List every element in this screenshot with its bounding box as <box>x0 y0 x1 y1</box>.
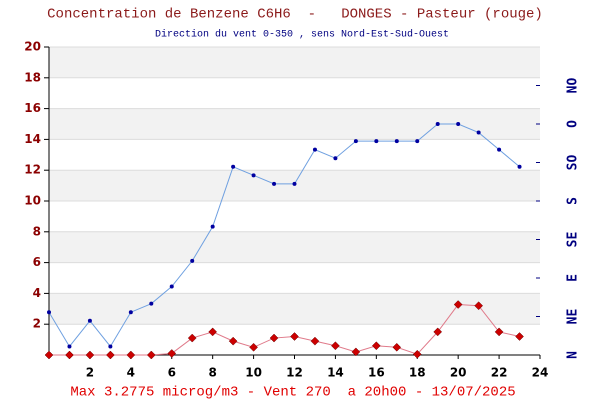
marker <box>494 327 504 337</box>
marker <box>44 350 54 360</box>
y-tick-label: 4 <box>33 286 41 300</box>
band <box>49 47 540 78</box>
marker <box>435 122 440 126</box>
marker <box>515 332 524 341</box>
marker <box>476 130 481 135</box>
marker <box>371 341 381 351</box>
marker <box>394 139 399 144</box>
y-tick-label: 18 <box>24 70 41 84</box>
x-tick-label: 18 <box>409 366 426 380</box>
x-tick-label: 8 <box>208 366 216 380</box>
marker <box>251 173 256 178</box>
y2-tick-label: NE <box>566 309 581 325</box>
marker <box>85 350 95 360</box>
marker <box>392 342 402 352</box>
y-tick-label: 2 <box>33 317 41 331</box>
x-tick-label: 14 <box>327 366 344 380</box>
y2-tick-label: S <box>566 197 581 205</box>
marker <box>353 139 358 144</box>
marker <box>106 350 115 360</box>
x-tick-label: 16 <box>368 366 385 380</box>
marker <box>167 349 177 358</box>
marker <box>208 327 218 337</box>
marker <box>87 318 92 323</box>
marker <box>269 333 279 343</box>
marker <box>412 349 422 359</box>
marker <box>146 350 156 360</box>
x-tick-label: 2 <box>86 366 94 380</box>
marker <box>497 147 502 152</box>
marker <box>272 181 277 186</box>
x-tick-label: 4 <box>127 366 135 380</box>
y-tick-label: 10 <box>24 194 41 208</box>
y-tick-label: 14 <box>24 132 41 146</box>
band <box>49 293 540 325</box>
series-line <box>48 123 520 348</box>
y2-tick-label: E <box>566 274 581 282</box>
marker <box>292 181 297 186</box>
chart-title: Concentration de Benzene C6H6 - DONGES -… <box>47 7 543 23</box>
marker <box>517 164 522 169</box>
marker <box>128 310 133 315</box>
y-tick-label: 16 <box>24 101 41 115</box>
y-tick-label: 20 <box>24 40 41 54</box>
marker <box>47 310 51 315</box>
chart-footer: Max 3.2775 microg/m3 - Vent 270 a 20h00 … <box>70 385 515 400</box>
x-tick-label: 6 <box>168 366 176 380</box>
marker <box>149 301 154 306</box>
x-tick-label: 24 <box>532 366 549 380</box>
marker <box>351 347 361 357</box>
marker <box>210 224 215 229</box>
marker <box>169 284 174 289</box>
marker <box>374 139 379 144</box>
x-tick-label: 20 <box>450 366 467 380</box>
y-tick-label: 8 <box>33 224 41 238</box>
band <box>49 108 540 140</box>
marker <box>187 333 197 343</box>
chart-subtitle: Direction du vent 0-350 , sens Nord-Est-… <box>155 29 449 41</box>
marker <box>126 350 136 360</box>
x-tick-label: 12 <box>286 366 303 380</box>
marker <box>228 336 238 346</box>
marker <box>290 332 299 341</box>
y2-tick-label: SE <box>566 232 581 248</box>
band <box>49 231 540 263</box>
marker <box>190 258 195 263</box>
marker <box>456 122 461 126</box>
marker <box>310 336 320 346</box>
y2-tick-label: NO <box>566 78 581 94</box>
marker <box>67 344 72 349</box>
marker <box>312 147 317 152</box>
y-tick-label: 6 <box>33 255 41 269</box>
y2-tick-label: SO <box>566 155 581 171</box>
marker <box>65 350 74 360</box>
marker <box>415 139 420 144</box>
x-tick-label: 10 <box>245 366 262 380</box>
marker <box>331 341 340 351</box>
marker <box>453 300 463 309</box>
marker <box>433 327 443 337</box>
marker <box>108 344 113 349</box>
marker <box>474 301 483 311</box>
y-tick-label: 12 <box>24 163 41 177</box>
marker <box>231 164 236 169</box>
y2-tick-label: O <box>566 120 581 128</box>
marker <box>249 342 258 352</box>
marker <box>333 156 338 161</box>
y2-tick-label: N <box>566 351 581 359</box>
x-tick-label: 22 <box>491 366 508 380</box>
plot-background <box>49 47 540 325</box>
